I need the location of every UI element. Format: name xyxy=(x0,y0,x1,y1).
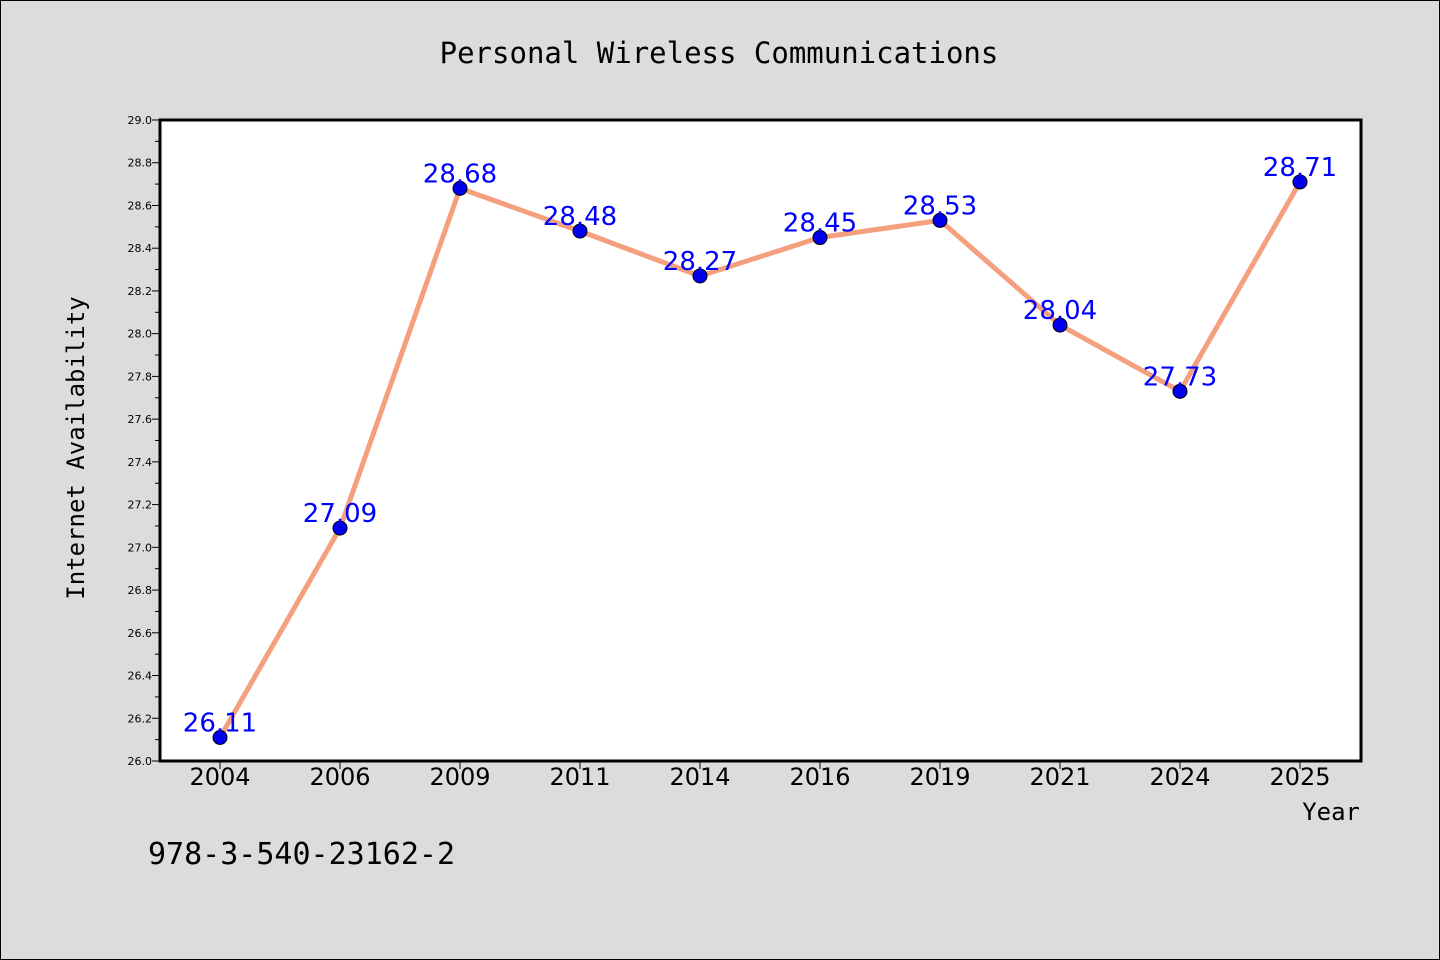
x-tick-label: 2024 xyxy=(1149,763,1210,791)
y-tick-label: 27.8 xyxy=(128,370,153,383)
data-point xyxy=(332,520,348,536)
x-axis: 2004 2006 2009 2011 2014 2016 2019 2021 2024 2025 xyxy=(189,761,1331,791)
y-tick-label: 29.0 xyxy=(128,114,153,127)
x-tick-label: 2011 xyxy=(549,763,610,791)
data-label: 27.73 xyxy=(1143,362,1217,392)
data-point xyxy=(1172,383,1188,399)
data-point xyxy=(212,729,228,745)
y-tick-label: 28.0 xyxy=(128,328,153,341)
x-tick-label: 2021 xyxy=(1029,763,1090,791)
series-line xyxy=(217,180,1303,739)
x-axis-label: Year xyxy=(1302,798,1360,826)
data-label: 27.09 xyxy=(303,499,377,529)
y-tick-label: 26.6 xyxy=(128,627,153,640)
x-tick-label: 2004 xyxy=(189,763,250,791)
y-tick-label: 28.6 xyxy=(128,199,153,212)
y-axis-label: Internet Availability xyxy=(62,296,90,599)
y-tick-label: 26.4 xyxy=(128,670,153,683)
data-point xyxy=(812,230,828,246)
data-labels: 26.11 27.09 28.68 28.48 28.27 28.45 28.53 28.04… xyxy=(183,153,1337,739)
y-tick-label: 27.2 xyxy=(128,499,153,512)
y-tick-label: 28.4 xyxy=(128,242,153,255)
y-tick-label: 26.2 xyxy=(128,712,153,725)
data-point xyxy=(452,180,468,196)
x-tick-label: 2019 xyxy=(909,763,970,791)
data-label: 28.48 xyxy=(543,202,617,232)
data-point xyxy=(1292,174,1308,190)
y-axis: 26.0 26.2 26.4 26.6 26.8 27.0 27.2 27.4 27.6 27.8… xyxy=(128,114,160,768)
data-markers xyxy=(212,174,1308,745)
data-point xyxy=(572,223,588,239)
plot-area xyxy=(158,118,1363,763)
y-tick-label: 26.0 xyxy=(128,755,153,768)
data-point xyxy=(1052,317,1068,333)
data-label: 28.04 xyxy=(1023,296,1097,326)
data-point xyxy=(932,212,948,228)
y-tick-label: 27.4 xyxy=(128,456,153,469)
data-label: 26.11 xyxy=(183,708,257,738)
y-tick-label: 26.8 xyxy=(128,584,153,597)
data-label: 28.45 xyxy=(783,209,857,239)
data-label: 28.27 xyxy=(663,247,737,277)
y-tick-label: 28.2 xyxy=(128,285,153,298)
y-tick-label: 27.6 xyxy=(128,413,153,426)
x-tick-label: 2006 xyxy=(309,763,370,791)
data-point xyxy=(692,268,708,284)
data-label: 28.68 xyxy=(423,159,497,189)
x-tick-label: 2016 xyxy=(789,763,850,791)
chart-title: Personal Wireless Communications xyxy=(440,36,999,70)
isbn-text: 978-3-540-23162-2 xyxy=(148,837,455,872)
y-tick-label: 28.8 xyxy=(128,157,153,170)
data-label: 28.71 xyxy=(1263,153,1337,183)
y-tick-label: 27.0 xyxy=(128,541,153,554)
data-label: 28.53 xyxy=(903,191,977,221)
x-tick-label: 2014 xyxy=(669,763,730,791)
x-tick-label: 2025 xyxy=(1269,763,1330,791)
x-tick-label: 2009 xyxy=(429,763,490,791)
